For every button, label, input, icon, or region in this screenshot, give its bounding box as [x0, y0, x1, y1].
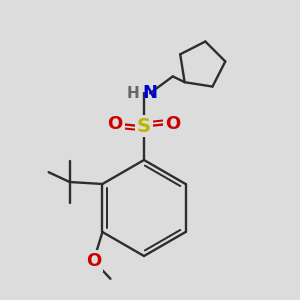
Text: S: S: [137, 116, 151, 136]
Text: N: N: [142, 84, 158, 102]
Text: O: O: [108, 115, 123, 133]
Text: O: O: [165, 115, 180, 133]
Text: H: H: [127, 86, 140, 101]
Text: O: O: [86, 252, 101, 270]
